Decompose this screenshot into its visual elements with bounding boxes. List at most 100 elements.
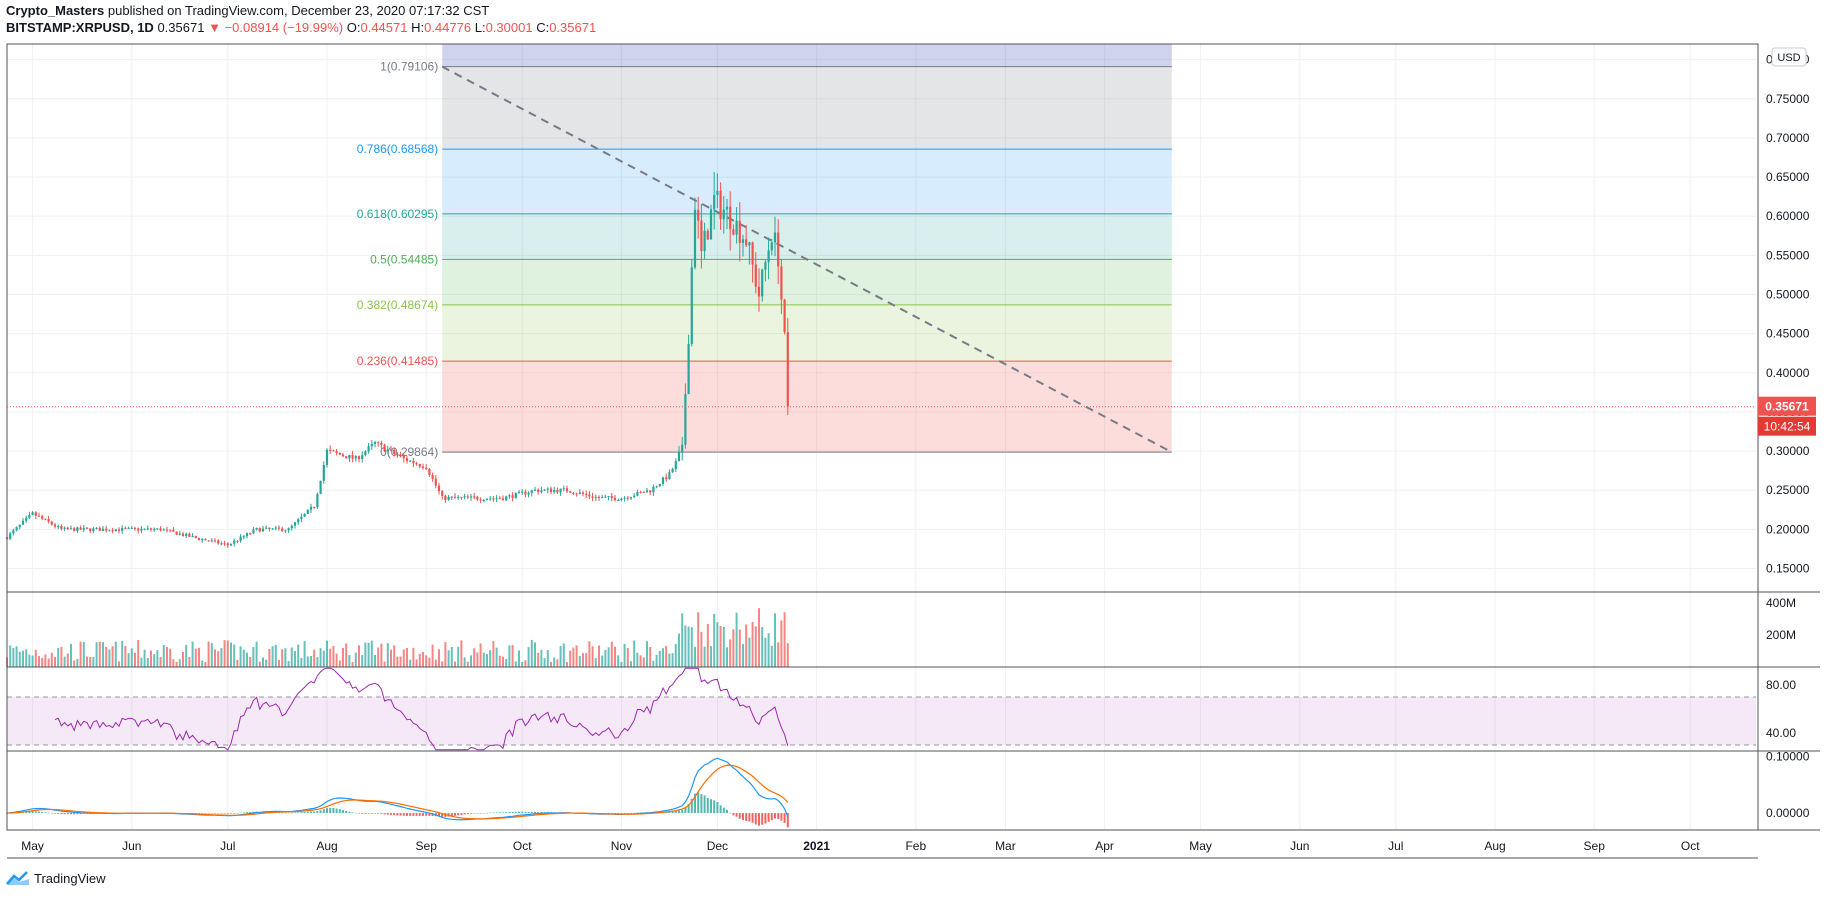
volume-bar — [447, 650, 450, 667]
candle-body — [476, 496, 479, 500]
candle-body — [351, 455, 354, 459]
fib-top-zone — [442, 44, 1172, 67]
macd-histogram-bar — [41, 812, 44, 814]
volume-bar — [175, 662, 178, 667]
candle-body — [693, 209, 697, 268]
candle-body — [594, 496, 597, 498]
volume-bar — [60, 646, 63, 667]
volume-bar — [233, 644, 236, 667]
volume-bar — [182, 652, 184, 667]
candle-body — [130, 527, 133, 529]
published-text: published on TradingView.com, December 2… — [107, 3, 490, 18]
candle-body — [441, 491, 444, 496]
macd-histogram-bar — [345, 811, 348, 814]
macd-histogram-bar — [207, 813, 210, 814]
volume-bar — [25, 649, 28, 667]
volume-bar — [178, 659, 181, 667]
candle-body — [757, 286, 761, 297]
volume-bar — [668, 653, 671, 667]
macd-histogram-bar — [66, 813, 69, 815]
volume-bar — [658, 650, 661, 667]
author-name[interactable]: Crypto_Masters — [6, 3, 105, 18]
volume-bar — [620, 661, 623, 667]
candle-body — [354, 456, 357, 459]
candle-body — [546, 488, 549, 490]
volume-bar — [412, 647, 415, 667]
candle-body — [524, 491, 527, 495]
candle-body — [111, 530, 114, 532]
open-label: O: — [346, 20, 361, 35]
high-value: 0.44776 — [424, 20, 472, 35]
fib-zone — [442, 259, 1172, 305]
candle-body — [447, 497, 450, 500]
candle-body — [373, 442, 377, 444]
candle-body — [197, 537, 201, 540]
volume-bar — [492, 641, 495, 667]
candle-body — [121, 527, 124, 531]
candle-body — [322, 464, 325, 481]
macd-histogram-bar — [47, 812, 50, 814]
candle-body — [668, 472, 671, 480]
macd-histogram-bar — [82, 813, 85, 814]
candle-body — [66, 527, 69, 530]
candle-body — [303, 513, 306, 517]
time-tick-label: Sep — [1584, 839, 1606, 853]
price-tick-label: 0.55000 — [1766, 248, 1810, 262]
volume-bar — [562, 643, 565, 667]
macd-histogram-bar — [223, 813, 226, 814]
candle-body — [300, 516, 303, 520]
volume-bar — [95, 642, 98, 667]
volume-bar — [623, 643, 626, 667]
candle-body — [370, 443, 373, 447]
volume-bar — [130, 648, 133, 667]
candle-body — [207, 540, 210, 542]
candle-body — [153, 529, 156, 531]
candle-body — [57, 526, 60, 528]
candle-body — [313, 506, 316, 508]
macd-histogram-bar — [70, 813, 72, 815]
volume-bar — [54, 657, 56, 667]
macd-histogram-bar — [409, 813, 412, 816]
candle-body — [31, 512, 34, 515]
candle-body — [633, 495, 636, 498]
macd-histogram-bar — [386, 813, 389, 815]
macd-histogram-bar — [617, 813, 620, 814]
volume-bar — [143, 649, 146, 667]
symbol-name[interactable]: BITSTAMP:XRPUSD, 1D — [6, 20, 154, 35]
fib-level-label: 0.786(0.68568) — [357, 142, 438, 156]
volume-bar — [82, 641, 85, 667]
macd-histogram-bar — [415, 813, 418, 816]
macd-histogram-bar — [284, 812, 287, 814]
volume-bar — [246, 652, 248, 667]
macd-histogram-bar — [745, 813, 748, 822]
macd-histogram-bar — [239, 812, 242, 814]
volume-bar — [105, 647, 108, 667]
macd-histogram-bar — [668, 811, 671, 814]
fib-zone — [442, 149, 1172, 214]
candle-body — [140, 528, 143, 531]
candle-body — [681, 444, 684, 453]
volume-bar — [617, 655, 620, 667]
volume-bar — [230, 642, 232, 667]
footer-brand: TradingView — [34, 870, 106, 886]
fib-retracement[interactable]: 1(0.79106) 0.786(0.68568) 0.618(0.60295) 0.… — [357, 44, 1173, 459]
volume-bar — [418, 653, 421, 667]
volume-bar — [764, 637, 767, 667]
volume-bar — [518, 650, 520, 667]
volume-bar — [479, 643, 482, 667]
candle-body — [252, 529, 255, 534]
candle-body — [233, 540, 236, 544]
macd-histogram-bar — [495, 812, 498, 814]
fib-level-label: 0.618(0.60295) — [357, 207, 438, 221]
macd-histogram-bar — [537, 811, 540, 814]
candle-body — [786, 332, 789, 407]
volume-bar — [751, 622, 754, 667]
volume-bar — [255, 641, 258, 667]
candle-body — [425, 467, 428, 469]
tradingview-footer[interactable]: TradingView — [6, 870, 106, 886]
candle-body — [517, 491, 521, 493]
volume-bar — [674, 644, 677, 667]
volume-bar — [92, 656, 95, 667]
fib-level-label: 0.5(0.54485) — [370, 252, 438, 266]
